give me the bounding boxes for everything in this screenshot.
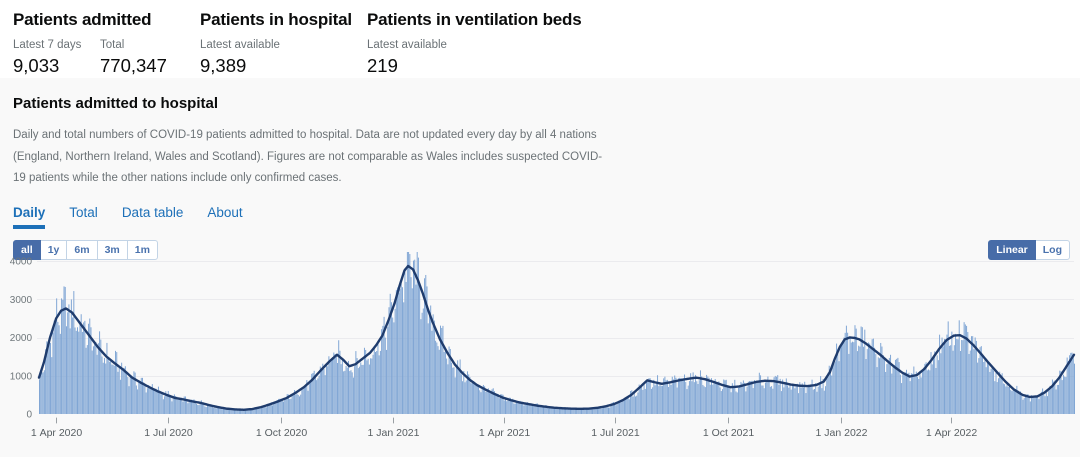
panel-description-line: 19 patients while the other nations incl…: [13, 172, 342, 184]
headline-stats-row: Patients admitted Latest 7 days 9,033 To…: [0, 0, 1080, 81]
stat-card-patients-admitted: Patients admitted Latest 7 days 9,033 To…: [13, 10, 200, 81]
metric-label: Latest available: [367, 39, 447, 51]
stat-title: Patients in hospital: [200, 10, 352, 29]
panel-description: Daily and total numbers of COVID-19 pati…: [13, 125, 1072, 190]
panel-description-line: Daily and total numbers of COVID-19 pati…: [13, 129, 597, 141]
metric-label: Total: [100, 39, 125, 51]
admissions-chart-canvas[interactable]: [6, 252, 1078, 448]
tab-total[interactable]: Total: [69, 204, 98, 220]
tab-daily[interactable]: Daily: [13, 205, 46, 229]
tab-data-table[interactable]: Data table: [121, 204, 184, 220]
metric-label: Latest available: [200, 39, 280, 51]
stat-card-patients-in-ventilation-beds: Patients in ventilation beds Latest avai…: [367, 10, 582, 81]
admissions-chart: [6, 252, 1078, 448]
stat-title: Patients admitted: [13, 10, 152, 29]
metric-label: Latest 7 days: [13, 39, 82, 51]
tab-about[interactable]: About: [207, 204, 243, 220]
panel-title: Patients admitted to hospital: [13, 95, 219, 112]
stat-card-patients-in-hospital: Patients in hospital Latest available 9,…: [200, 10, 367, 81]
stat-title: Patients in ventilation beds: [367, 10, 582, 29]
panel-description-line: (England, Northern Ireland, Wales and Sc…: [13, 150, 603, 163]
panel-tabs: Daily Total Data table About: [13, 205, 1072, 229]
admissions-panel: Patients admitted to hospital Daily and …: [0, 78, 1080, 457]
